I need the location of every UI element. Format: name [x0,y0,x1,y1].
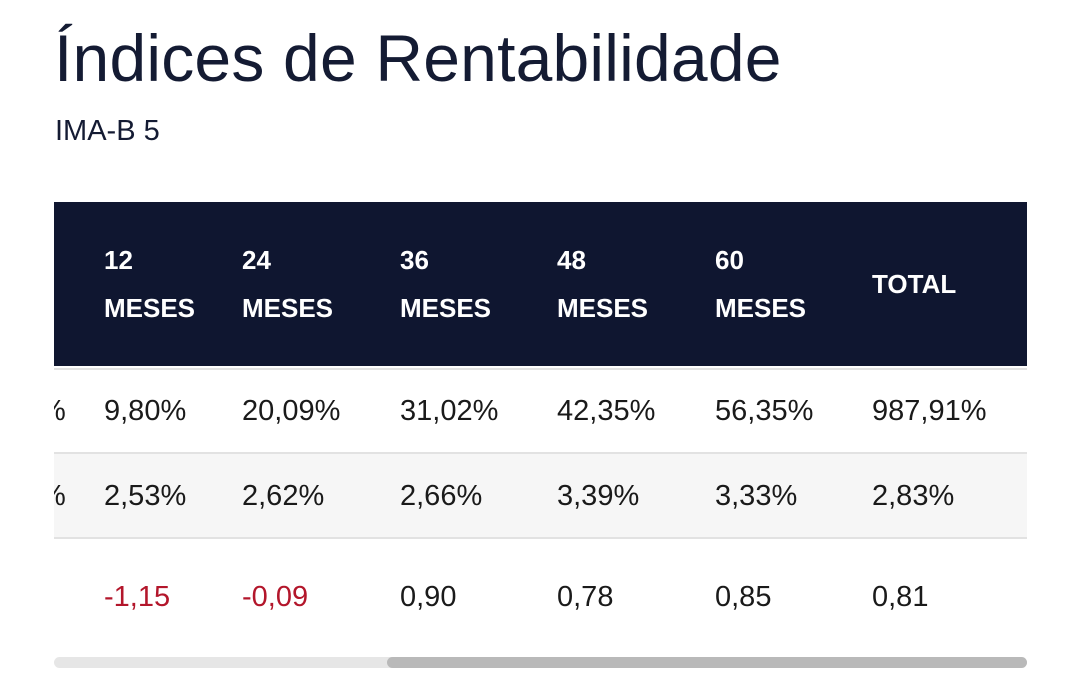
table-cell: 2,83% [872,479,955,512]
rentability-table[interactable]: 12 MESES 24 MESES 36 MESES 48 MESES 60 M… [54,202,1027,654]
column-header-36-meses: 36 MESES [400,202,491,366]
table-cell: 9,80% [104,395,187,427]
page-subtitle: IMA-B 5 [55,115,160,147]
column-header-24-meses: 24 MESES [242,202,333,366]
column-header-60-meses: 60 MESES [715,202,806,366]
column-header-line1: 36 [400,245,429,275]
table-cell: 0,85 [715,581,772,613]
table-cell: 0,78 [557,581,614,613]
column-header-line1: TOTAL [872,269,957,299]
table-cell: 2,53% [104,479,187,512]
scrollbar-thumb[interactable] [387,657,1027,668]
column-header-12-meses: 12 MESES [104,202,195,366]
column-header-line1: 12 [104,245,133,275]
table-cell: 56,35% [715,395,814,427]
table-row: % 9,80% 20,09% 31,02% 42,35% 56,35% 987,… [54,368,1027,453]
table-cell: 0,81 [872,581,929,613]
table-cell-negative: -1,15 [104,581,171,613]
column-header-48-meses: 48 MESES [557,202,648,366]
table-cell: 987,91% [872,395,987,427]
page-title: Índices de Rentabilidade [54,21,782,95]
table-cell: 0,90 [400,581,457,613]
column-header-line2: MESES [400,293,492,323]
table-cell: 31,02% [400,395,499,427]
table-row: % 2,53% 2,62% 2,66% 3,39% 3,33% 2,83% [54,452,1027,538]
column-header-line2: MESES [557,293,649,323]
table-cell: 2,66% [400,479,483,512]
column-header-line1: 60 [715,245,744,275]
column-header-line1: 48 [557,245,586,275]
table-cell: 3,33% [715,479,798,512]
column-header-line1: 24 [242,245,271,275]
horizontal-scrollbar[interactable] [54,657,1027,668]
table-cell: 3,39% [557,479,640,512]
table-cell: 20,09% [242,395,341,427]
table-row: -1,15 -0,09 0,90 0,78 0,85 0,81 [54,537,1027,654]
table-cell: 42,35% [557,395,656,427]
table-cell-negative: -0,09 [242,581,309,613]
row-label-cut: % [54,370,66,453]
column-header-line2: MESES [715,293,807,323]
table-cell: 2,62% [242,479,325,512]
row-label-cut: % [54,454,66,538]
column-header-line2: MESES [104,293,196,323]
column-header-total: TOTAL [872,202,956,366]
table-header: 12 MESES 24 MESES 36 MESES 48 MESES 60 M… [54,202,1027,366]
column-header-line2: MESES [242,293,334,323]
